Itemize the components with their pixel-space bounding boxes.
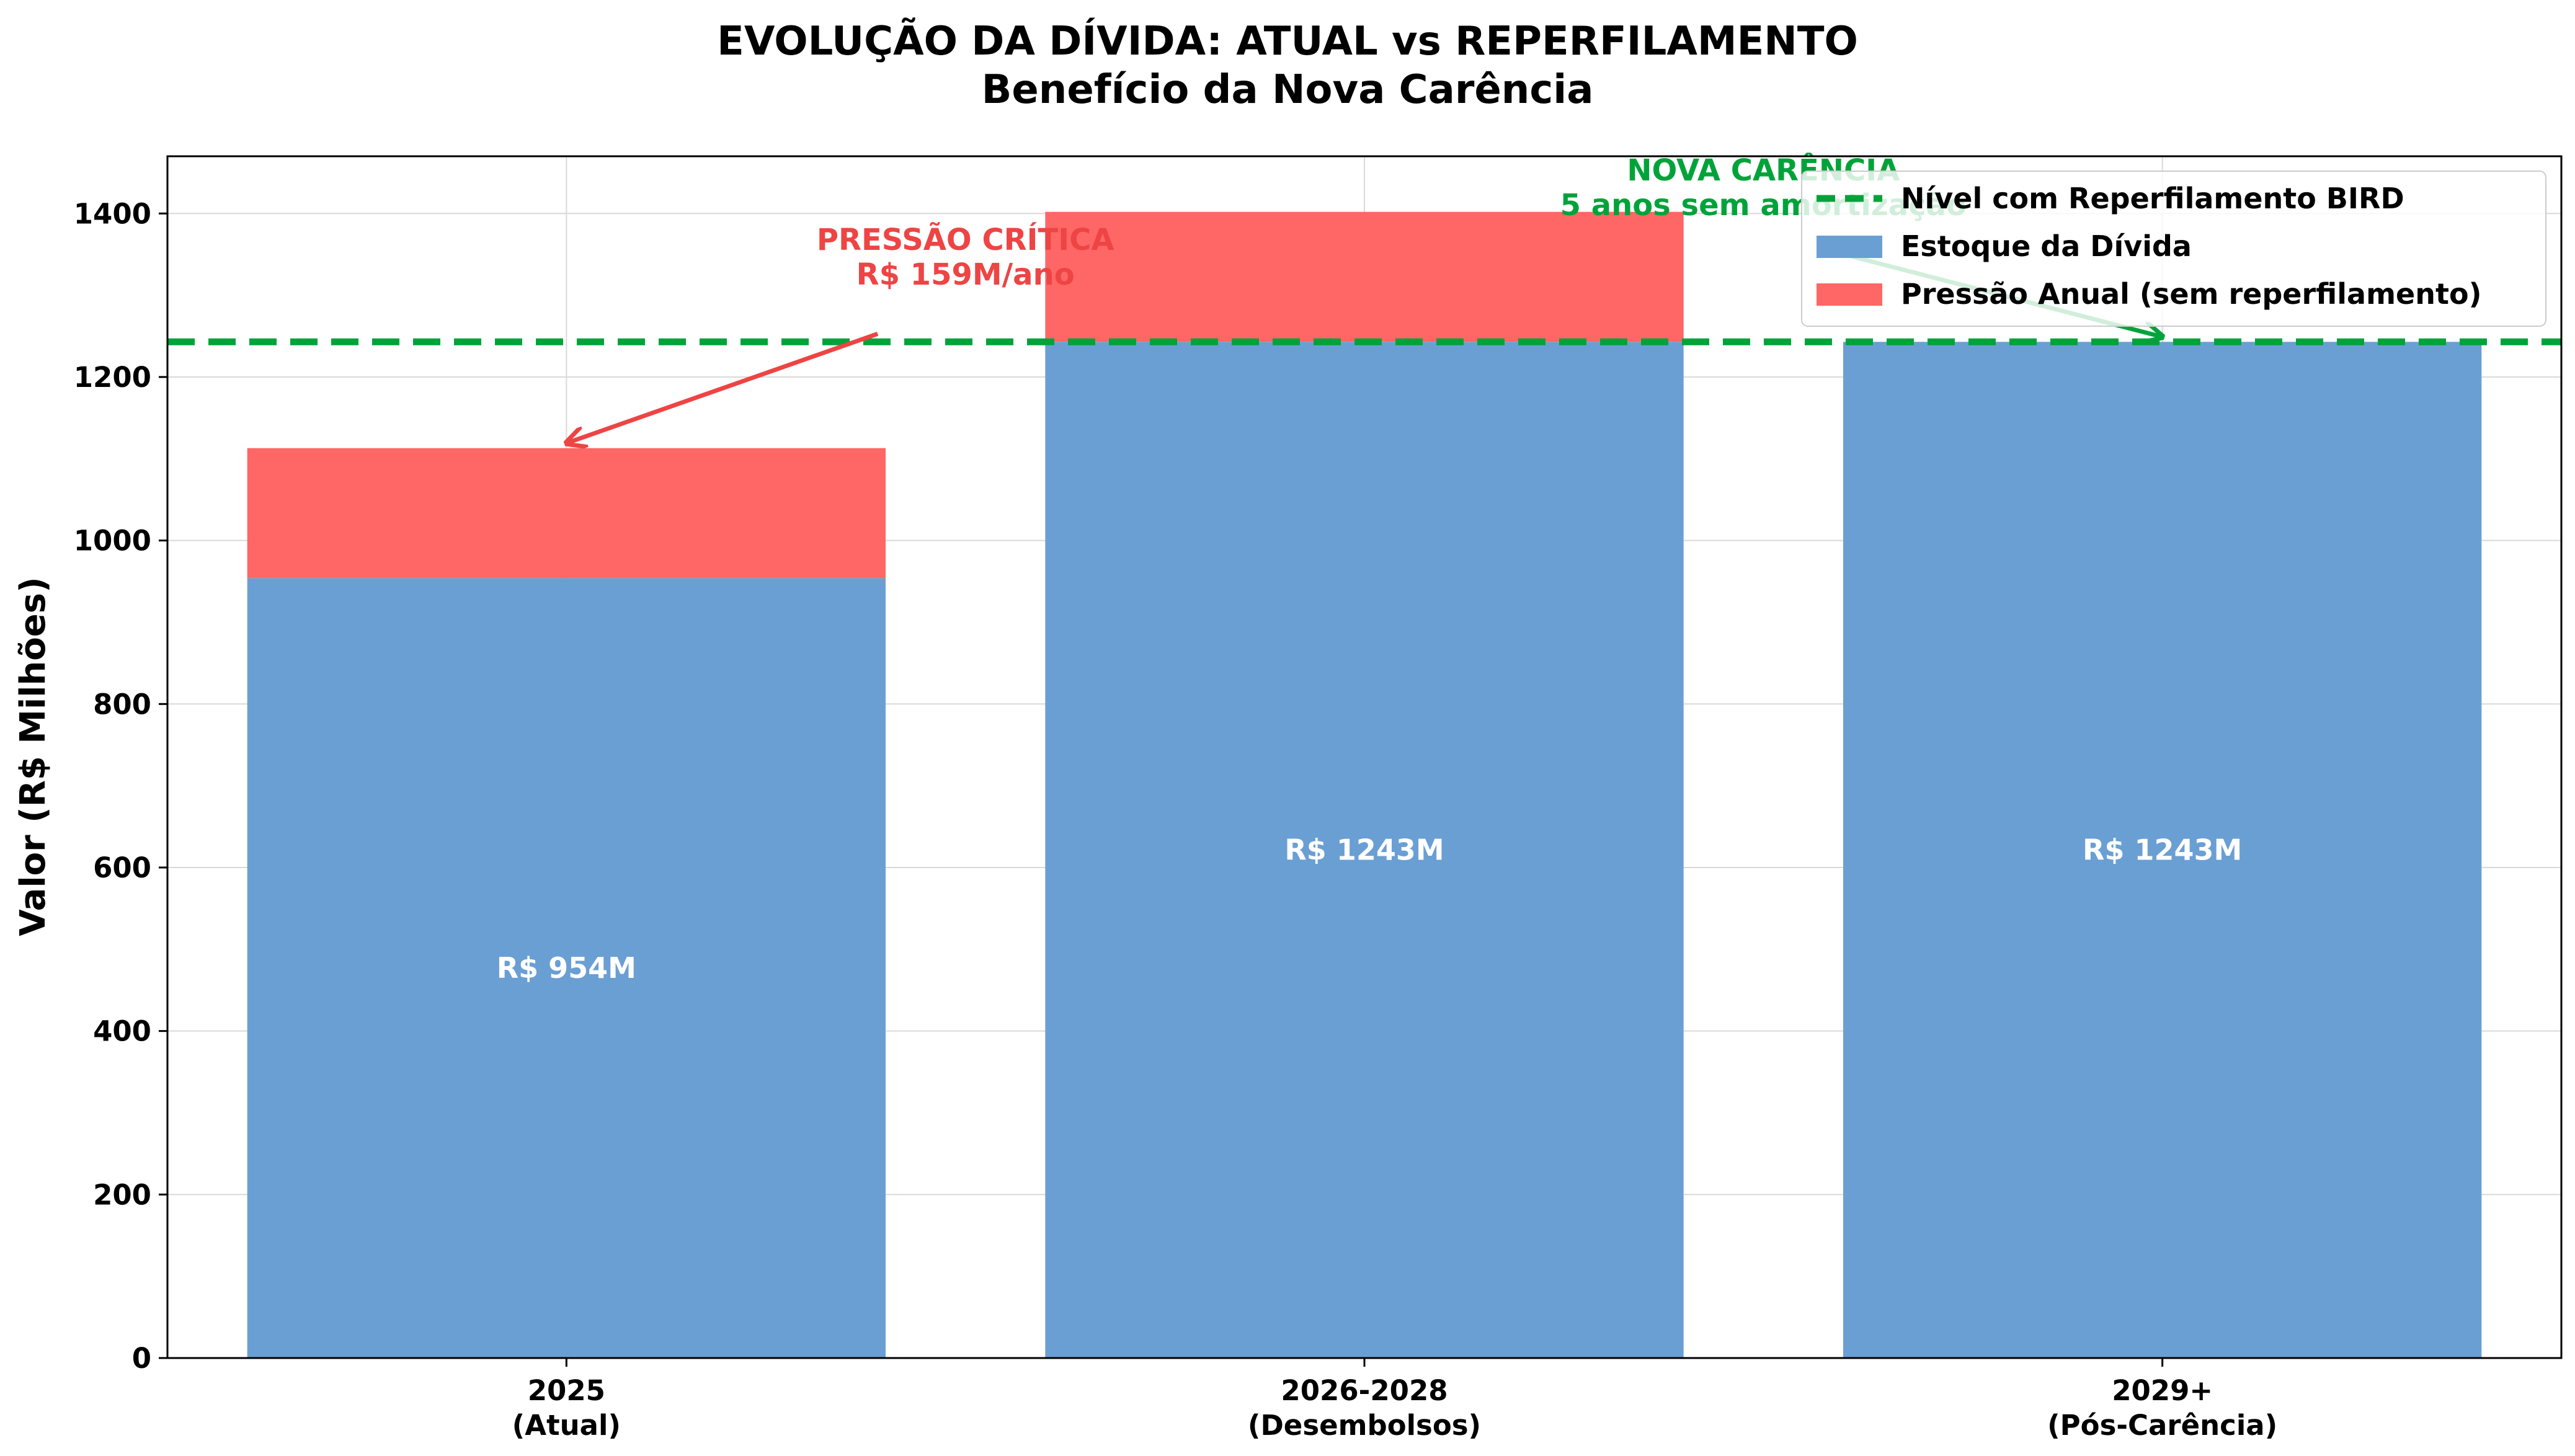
x-tick-label: 2025	[528, 1374, 605, 1407]
bar-pressao	[1045, 211, 1684, 342]
annotation-text: R$ 159M/ano	[856, 257, 1075, 292]
chart-title: EVOLUÇÃO DA DÍVIDA: ATUAL vs REPERFILAME…	[717, 17, 1858, 64]
bar-estoque	[1045, 342, 1684, 1358]
chart-subtitle: Benefício da Nova Carência	[982, 67, 1594, 113]
y-tick-label: 0	[132, 1342, 151, 1375]
bars	[247, 211, 2482, 1358]
bar-labels: R$ 954M R$ 1243M R$ 1243M	[497, 833, 2243, 985]
legend-entry: Pressão Anual (sem reperfilamento)	[1901, 277, 2482, 311]
x-tick-sublabel: (Pós-Carência)	[2047, 1409, 2277, 1442]
legend: Nível com Reperfilamento BIRD Estoque da …	[1801, 171, 2546, 327]
x-tick-sublabel: (Atual)	[512, 1409, 621, 1442]
y-axis-label: Valor (R$ Milhões)	[13, 577, 53, 936]
legend-entry: Nível com Reperfilamento BIRD	[1901, 182, 2404, 215]
legend-swatch	[1817, 236, 1882, 258]
legend-entry: Estoque da Dívida	[1901, 229, 2192, 263]
legend-swatch	[1817, 283, 1882, 306]
bar-value-label: R$ 954M	[497, 951, 636, 985]
bar-estoque	[247, 578, 886, 1358]
bar-value-label: R$ 1243M	[2083, 833, 2242, 867]
x-tick-label: 2029+	[2112, 1374, 2213, 1407]
y-tick-label: 1000	[74, 525, 151, 557]
y-tick-label: 800	[93, 688, 151, 721]
bar-pressao	[247, 448, 886, 579]
y-tick-label: 600	[93, 851, 151, 884]
annotation-text: PRESSÃO CRÍTICA	[817, 222, 1114, 257]
x-tick-label: 2026-2028	[1281, 1374, 1448, 1407]
annotation-arrow	[566, 332, 879, 443]
bar-estoque	[1843, 342, 2482, 1358]
axes: 0 200 400 600 800 1000 1200 1400 2025(Atual) 2026…	[74, 155, 2563, 1442]
y-tick-label: 400	[93, 1015, 151, 1048]
legend-box	[1801, 171, 2546, 327]
x-tick-sublabel: (Desembolsos)	[1248, 1409, 1481, 1442]
y-tick-label: 1400	[74, 197, 151, 230]
bar-value-label: R$ 1243M	[1284, 833, 1444, 867]
y-tick-label: 200	[93, 1178, 151, 1211]
y-tick-label: 1200	[74, 361, 151, 394]
